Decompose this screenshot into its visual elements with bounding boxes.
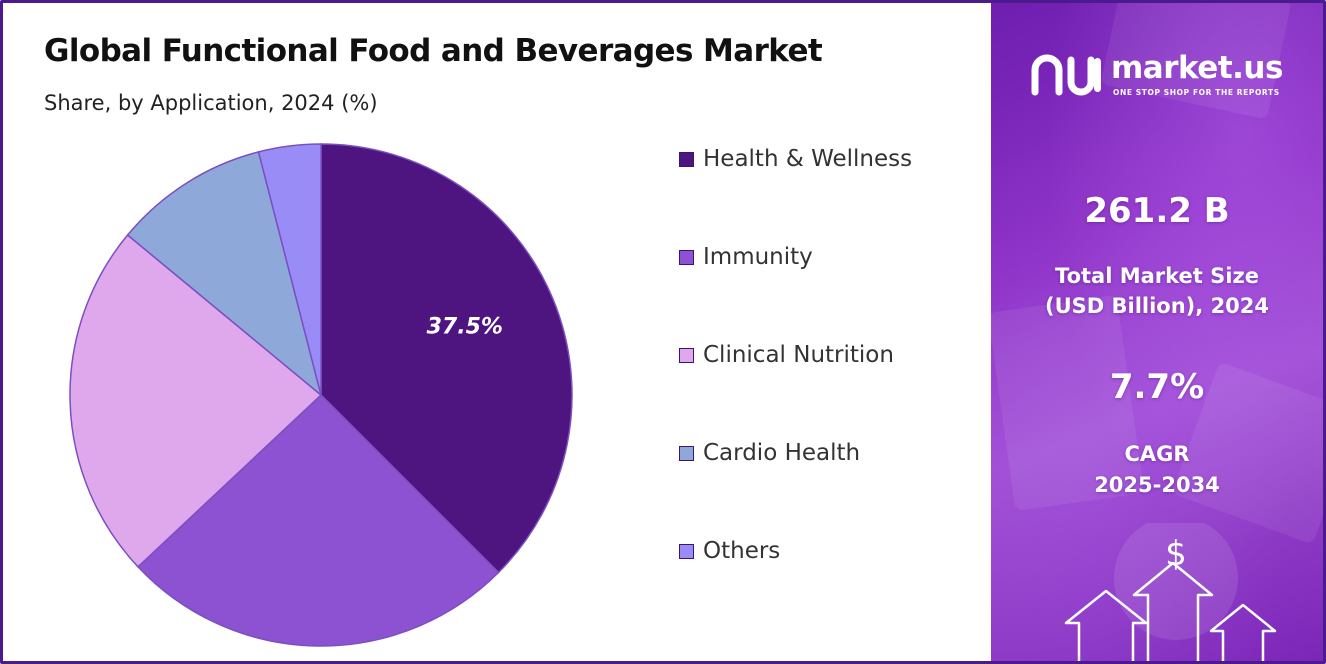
- cagr-value: 7.7%: [1109, 367, 1205, 407]
- legend-swatch-health-wellness: [679, 152, 694, 167]
- brand-tagline: ONE STOP SHOP FOR THE REPORTS: [1113, 88, 1280, 97]
- chart-panel: Global Functional Food and Beverages Mar…: [3, 3, 988, 661]
- legend-swatch-others: [679, 544, 694, 559]
- pie-slice-health-wellness: [320, 143, 573, 574]
- chart-title: Global Functional Food and Beverages Mar…: [44, 33, 823, 69]
- legend-label-health-wellness: Health & Wellness: [703, 146, 913, 172]
- legend-item-clinical-nutrition: Clinical Nutrition: [679, 337, 979, 435]
- chart-legend: Health & Wellness Immunity Clinical Nutr…: [679, 141, 979, 631]
- legend-swatch-clinical-nutrition: [679, 348, 694, 363]
- stats-panel: market.us ONE STOP SHOP FOR THE REPORTS …: [991, 3, 1323, 661]
- legend-item-others: Others: [679, 533, 979, 631]
- pie-slice-others: [257, 143, 322, 396]
- panel-divider: [988, 3, 991, 661]
- brand-name: market.us: [1111, 50, 1283, 86]
- market-us-logo-icon: [1031, 54, 1101, 96]
- cagr-label-line2: 2025-2034: [1094, 473, 1220, 497]
- legend-label-others: Others: [703, 538, 781, 564]
- cagr-label-line1: CAGR: [1124, 442, 1190, 466]
- chart-subtitle: Share, by Application, 2024 (%): [44, 91, 378, 115]
- legend-label-immunity: Immunity: [703, 244, 813, 270]
- legend-label-cardio-health: Cardio Health: [703, 440, 861, 466]
- legend-label-clinical-nutrition: Clinical Nutrition: [703, 342, 894, 368]
- market-size-label-line2: (USD Billion), 2024: [1044, 294, 1270, 318]
- market-size-value: 261.2 B: [1084, 191, 1230, 231]
- legend-item-cardio-health: Cardio Health: [679, 435, 979, 533]
- pie-slice-label-health-wellness: 37.5%: [427, 314, 503, 339]
- legend-item-health-wellness: Health & Wellness: [679, 141, 979, 239]
- pie-slice-immunity: [136, 393, 500, 647]
- brand-logo: market.us ONE STOP SHOP FOR THE REPORTS: [1031, 48, 1311, 108]
- pie-slice-cardio-health: [126, 150, 323, 398]
- legend-swatch-cardio-health: [679, 446, 694, 461]
- legend-swatch-immunity: [679, 250, 694, 265]
- market-size-label-line1: Total Market Size: [1055, 264, 1259, 288]
- legend-item-immunity: Immunity: [679, 239, 979, 337]
- growth-arrows-icon: $: [1064, 523, 1277, 661]
- pie-chart: 37.5%: [69, 143, 573, 647]
- pie-slice-clinical-nutrition: [69, 233, 323, 568]
